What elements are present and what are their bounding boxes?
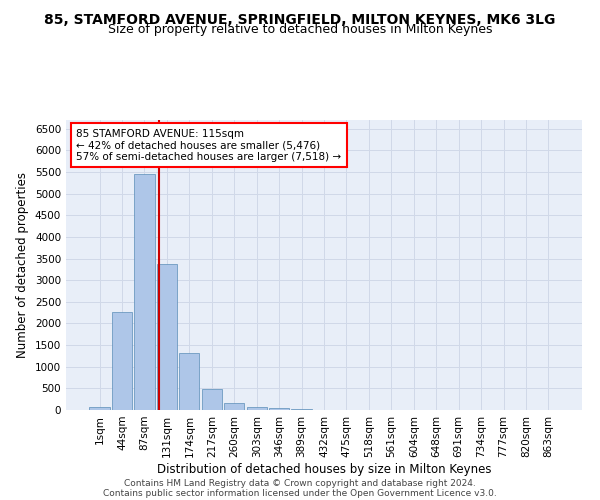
Bar	[202, 390, 222, 410]
Bar	[269, 408, 289, 410]
Text: 85, STAMFORD AVENUE, SPRINGFIELD, MILTON KEYNES, MK6 3LG: 85, STAMFORD AVENUE, SPRINGFIELD, MILTON…	[44, 12, 556, 26]
X-axis label: Distribution of detached houses by size in Milton Keynes: Distribution of detached houses by size …	[157, 462, 491, 475]
Y-axis label: Number of detached properties: Number of detached properties	[16, 172, 29, 358]
Bar	[179, 353, 199, 410]
Bar	[112, 312, 132, 410]
Bar	[292, 408, 311, 410]
Text: 85 STAMFORD AVENUE: 115sqm
← 42% of detached houses are smaller (5,476)
57% of s: 85 STAMFORD AVENUE: 115sqm ← 42% of deta…	[76, 128, 341, 162]
Bar	[247, 406, 267, 410]
Text: Contains HM Land Registry data © Crown copyright and database right 2024.: Contains HM Land Registry data © Crown c…	[124, 478, 476, 488]
Bar	[89, 407, 110, 410]
Bar	[134, 174, 155, 410]
Text: Contains public sector information licensed under the Open Government Licence v3: Contains public sector information licen…	[103, 488, 497, 498]
Bar	[157, 264, 177, 410]
Text: Size of property relative to detached houses in Milton Keynes: Size of property relative to detached ho…	[108, 22, 492, 36]
Bar	[224, 403, 244, 410]
